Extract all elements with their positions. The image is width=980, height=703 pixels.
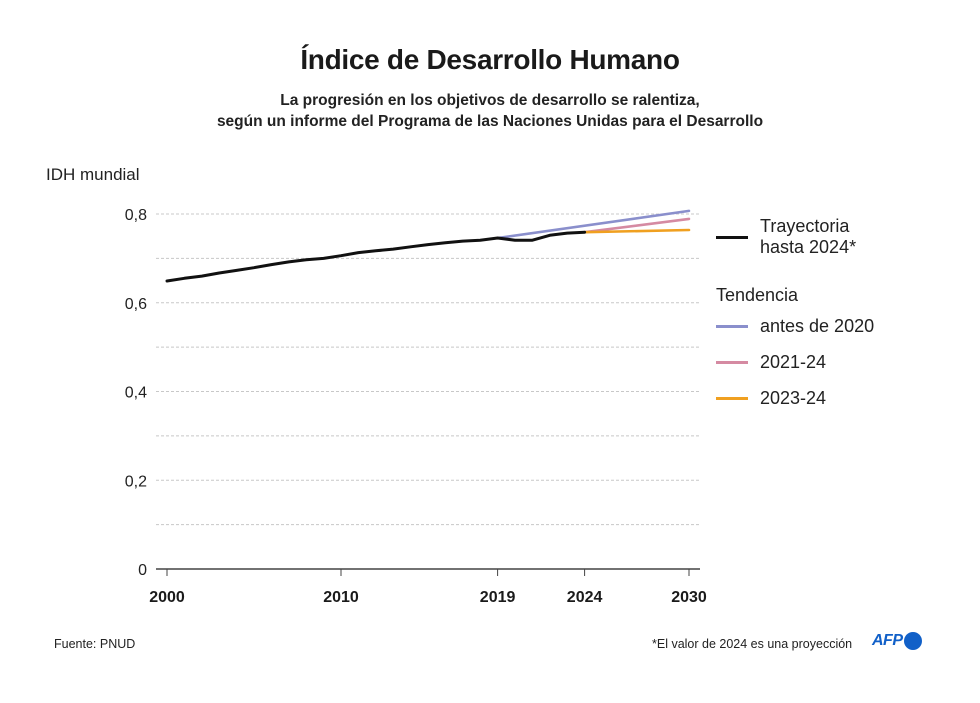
- gridlines: [156, 213, 700, 526]
- legend-item-2021-24: 2021-24: [716, 352, 826, 373]
- afp-logo-dot-icon: [903, 632, 922, 650]
- chart-subtitle: La progresión en los objetivos de desarr…: [0, 90, 980, 132]
- legend-swatch-pre-2020: [716, 325, 748, 328]
- afp-logo: AFP: [872, 632, 922, 650]
- subtitle-line-2: según un informe del Programa de las Nac…: [216, 113, 764, 130]
- series-line-2023-24: [583, 228, 691, 234]
- y-tick-label: 0,8: [125, 207, 147, 224]
- chart-title: Índice de Desarrollo Humano: [300, 44, 680, 75]
- legend-item-pre-2020: antes de 2020: [716, 316, 874, 337]
- x-tick-label: 2010: [323, 589, 359, 606]
- x-tick-label: 2000: [149, 589, 185, 606]
- series-line-trayectoria-hasta-2024: [165, 230, 587, 283]
- series-line-antes-de-2020: [496, 209, 691, 240]
- legend-heading-trend: Tendencia: [716, 285, 799, 305]
- legend-label-2021-24: 2021-24: [760, 352, 827, 372]
- legend-label-2023-24: 2023-24: [760, 388, 827, 408]
- x-tick-label: 2024: [567, 589, 603, 606]
- series-line-2021-24: [583, 217, 691, 234]
- legend-swatch-2023-24: [716, 397, 748, 400]
- legend-item-trajectory: Trayectoria hasta 2024*: [716, 216, 856, 258]
- projection-note: *El valor de 2024 es una proyección: [652, 637, 853, 651]
- y-tick-label: 0,6: [125, 296, 147, 313]
- legend-label-pre-2020: antes de 2020: [760, 316, 875, 336]
- legend-swatch-trajectory: [716, 235, 748, 239]
- axes: 0 0,2 0,4 0,6 0,8 2000 2010 2019 2024 2030: [125, 207, 707, 606]
- x-tick-label: 2030: [671, 589, 707, 606]
- y-axis-label: IDH mundial: [46, 165, 140, 184]
- legend-item-2023-24: 2023-24: [716, 388, 826, 409]
- subtitle-line-1: La progresión en los objetivos de desarr…: [280, 92, 700, 109]
- series-lines: [165, 209, 691, 283]
- legend-swatch-2021-24: [716, 361, 748, 364]
- y-tick-label: 0,2: [125, 473, 147, 490]
- afp-logo-text: AFP: [872, 632, 903, 649]
- source-note: Fuente: PNUD: [54, 637, 136, 651]
- y-tick-label: 0: [138, 562, 147, 579]
- y-tick-label: 0,4: [125, 385, 147, 402]
- x-tick-label: 2019: [480, 589, 516, 606]
- legend-label-trajectory-2: hasta 2024*: [760, 237, 857, 257]
- legend-label-trajectory-1: Trayectoria: [760, 216, 850, 236]
